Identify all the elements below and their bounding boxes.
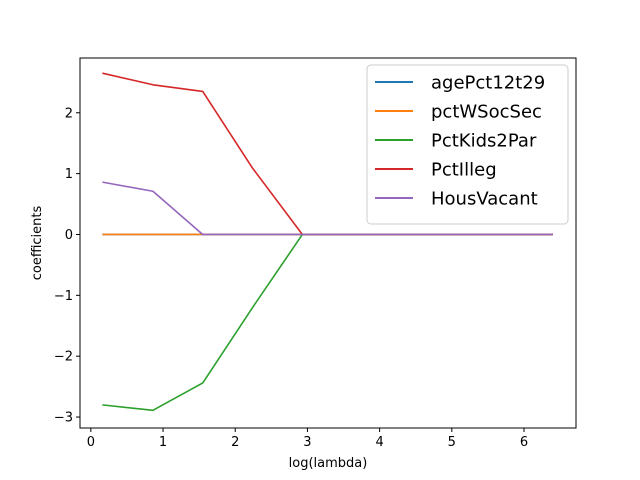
legend-box <box>366 64 569 225</box>
legend-label: pctWSocSec <box>431 102 542 123</box>
y-tick-label: 1 <box>65 167 73 182</box>
series-lines <box>102 72 553 412</box>
legend-label: HousVacant <box>431 189 538 210</box>
y-tick-label: −2 <box>54 350 73 365</box>
x-axis-label: log(lambda) <box>289 456 368 471</box>
x-tick-label: 0 <box>87 435 95 450</box>
x-tick-label: 4 <box>375 435 383 450</box>
legend-label: PctKids2Par <box>431 131 537 152</box>
x-tick-label: 3 <box>303 435 311 450</box>
y-tick-label: 0 <box>65 228 73 243</box>
series-line-4 <box>102 181 553 236</box>
x-tick-label: 1 <box>159 435 167 450</box>
y-tick-label: −1 <box>54 289 73 304</box>
y-axis-label: coefficients <box>30 206 45 281</box>
y-tick-label: 2 <box>65 106 73 121</box>
legend-label: PctIlleg <box>431 160 497 181</box>
legend-label: agePct12t29 <box>431 73 545 94</box>
legend: agePct12t29 pctWSocSec PctKids2Par PctIlleg… <box>366 64 569 225</box>
x-tick-label: 6 <box>520 435 528 450</box>
x-axis-ticks: 0 1 2 3 4 5 6 <box>87 428 528 450</box>
x-tick-label: 2 <box>231 435 239 450</box>
x-tick-label: 5 <box>448 435 456 450</box>
y-axis-ticks: −3 −2 −1 0 1 2 <box>54 106 80 426</box>
y-tick-label: −3 <box>54 411 73 426</box>
